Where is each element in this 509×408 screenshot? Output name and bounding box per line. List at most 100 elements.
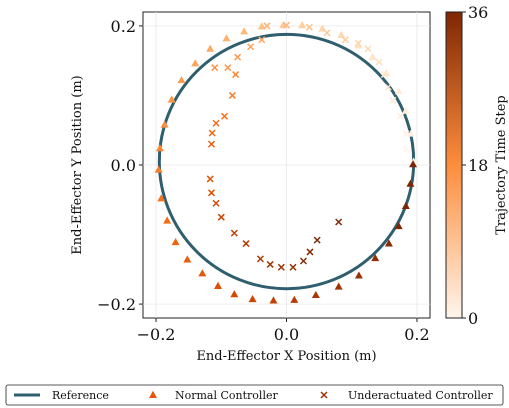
underactuated-controller-point-25	[206, 175, 214, 183]
y-axis-ticks: −0.2 0.0 0.2	[97, 17, 143, 314]
underactuated-controller-point-19	[232, 71, 240, 79]
underactuated-controller-point-16	[234, 53, 242, 61]
underactuated-controller-point-33	[277, 263, 285, 271]
underactuated-controller-point-10	[323, 29, 331, 37]
underactuated-controller-point-8	[354, 39, 362, 47]
normal-controller-point-18	[160, 120, 169, 128]
colorbar-tick-label-0: 0	[468, 309, 478, 328]
underactuated-controller-point-27	[212, 199, 220, 207]
underactuated-controller-point-1	[402, 130, 410, 138]
normal-controller-point-22	[163, 216, 172, 224]
x-axis-ticks: −0.2 0.0 0.2	[137, 318, 430, 344]
normal-controller-point-19	[155, 144, 164, 152]
normal-controller-point-12	[240, 27, 249, 35]
normal-controller-point-24	[183, 255, 192, 263]
underactuated-controller-point-15	[247, 43, 255, 51]
normal-controller-point-13	[222, 34, 231, 42]
underactuated-controller-point-11	[305, 23, 313, 31]
underactuated-controller-point-13	[263, 22, 271, 30]
legend-normal-controller-label: Normal Controller	[175, 389, 278, 402]
normal-controller-point-14	[206, 44, 215, 52]
normal-controller-point-9	[298, 21, 307, 29]
normal-controller-point-36	[394, 222, 403, 230]
normal-controller-point-17	[167, 95, 176, 103]
underactuated-controller-point-6	[375, 58, 383, 66]
normal-controller-point-35	[384, 239, 393, 247]
underactuated-controller-point-21	[221, 112, 229, 120]
normal-controller-point-23	[171, 237, 180, 246]
normal-controller-point-32	[334, 282, 343, 290]
normal-controller-point-1	[407, 129, 416, 137]
underactuated-controller-point-12	[282, 21, 291, 29]
y-tick-label-0: −0.2	[97, 295, 136, 314]
plot-area: −0.2 0.0 0.2 −0.2 0.0 0.2 End-Effector X Pos…	[70, 11, 431, 364]
x-tick-label-2: 0.2	[404, 325, 429, 344]
normal-controller-point-37	[401, 201, 410, 209]
normal-controller-point-25	[198, 269, 207, 277]
underactuated-controller-point-28	[217, 213, 225, 221]
colorbar-ticks: 0 18 36	[462, 3, 488, 328]
colorbar-gradient	[445, 11, 463, 319]
colorbar-label: Trajectory Time Step	[494, 95, 509, 235]
underactuated-controller-point-34	[289, 263, 297, 271]
underactuated-controller-point-22	[212, 119, 220, 127]
normal-controller-point-39	[409, 160, 418, 168]
x-tick-label-0: −0.2	[137, 325, 176, 344]
normal-controller-point-7	[337, 30, 346, 38]
y-tick-label-1: 0.0	[111, 156, 136, 175]
underactuated-controller-point-2	[397, 112, 405, 120]
legend-reference-label: Reference	[52, 389, 109, 402]
underactuated-controller-point-38	[335, 218, 343, 226]
colorbar: 0 18 36 Trajectory Time Step	[445, 3, 509, 328]
legend-underactuated-controller-swatch	[320, 391, 328, 399]
underactuated-controller-point-9	[341, 36, 349, 44]
normal-controller-point-5	[368, 53, 377, 61]
underactuated-controller-point-18	[211, 64, 219, 72]
normal-controller-point-30	[290, 295, 299, 303]
underactuated-controller-point-20	[228, 91, 236, 99]
underactuated-controller-point-29	[230, 229, 238, 237]
underactuated-controller-point-24	[207, 140, 216, 148]
normal-controller-point-29	[269, 296, 278, 304]
underactuated-controller-point-35	[299, 257, 307, 265]
underactuated-controller-point-26	[207, 189, 216, 197]
underactuated-controller-point-7	[364, 45, 372, 53]
normal-controller-point-6	[354, 41, 363, 49]
underactuated-controller-point-17	[224, 64, 232, 72]
underactuated-controller-point-32	[266, 260, 274, 268]
normal-controller-point-20	[154, 165, 163, 173]
normal-controller-point-38	[406, 179, 415, 187]
underactuated-controller-point-23	[208, 129, 216, 137]
normal-controller-point-34	[371, 253, 380, 262]
underactuated-controller-point-4	[384, 83, 392, 91]
underactuated-controller-point-0	[403, 146, 411, 154]
underactuated-controller-point-30	[242, 240, 250, 248]
legend-box	[5, 384, 504, 406]
underactuated-controller-point-14	[258, 36, 266, 44]
underactuated-controller-point-5	[380, 71, 388, 79]
x-axis-label: End-Effector X Position (m)	[196, 349, 376, 364]
normal-controller-point-26	[214, 281, 223, 289]
legend-underactuated-controller-label: Underactuated Controller	[348, 389, 493, 402]
normal-controller-point-28	[248, 295, 257, 303]
normal-controller-point-33	[354, 271, 363, 279]
underactuated-controller-point-36	[306, 248, 314, 256]
colorbar-tick-label-1: 18	[468, 156, 488, 175]
normal-controller-point-3	[394, 87, 403, 95]
underactuated-controller-point-31	[256, 255, 264, 263]
legend: Reference Normal Controller Underactuate…	[5, 384, 504, 406]
normal-controller-point-31	[311, 290, 320, 298]
normal-controller-point-16	[177, 75, 186, 84]
colorbar-tick-label-2: 36	[468, 3, 488, 22]
y-axis-label: End-Effector Y Position (m)	[70, 75, 85, 254]
underactuated-controller-point-37	[313, 236, 321, 244]
legend-normal-controller-swatch	[149, 390, 157, 398]
y-tick-label-2: 0.2	[111, 17, 136, 36]
normal-controller-point-11	[257, 22, 266, 30]
normal-controller-point-2	[401, 106, 410, 114]
normal-controller-point-15	[191, 59, 200, 67]
data-marks	[154, 21, 418, 304]
normal-controller-point-21	[157, 194, 166, 202]
x-tick-label-1: 0.0	[274, 325, 299, 344]
